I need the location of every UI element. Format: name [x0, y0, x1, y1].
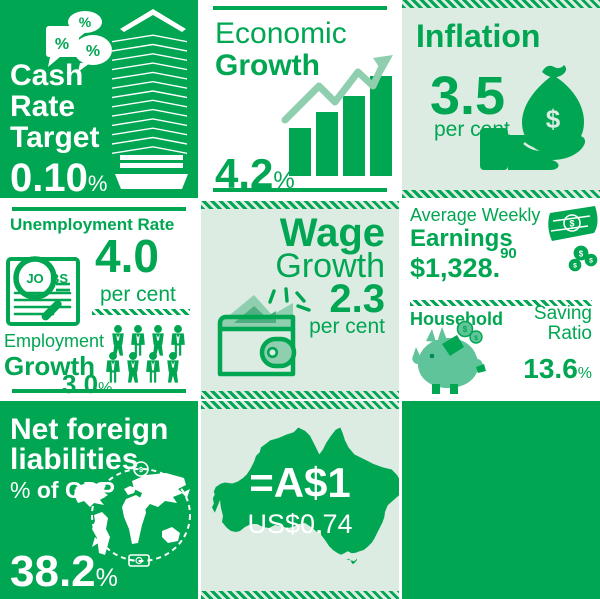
svg-text:$: $	[573, 263, 577, 270]
svg-text:%: %	[79, 14, 92, 30]
svg-text:$: $	[474, 335, 478, 342]
svg-text:$: $	[463, 325, 468, 334]
svg-text:$: $	[579, 250, 584, 259]
svg-text:%: %	[86, 43, 100, 60]
svg-text:%: %	[55, 36, 69, 53]
svg-text:$: $	[139, 467, 143, 474]
svg-text:$: $	[569, 219, 574, 229]
svg-text:BS: BS	[50, 271, 68, 286]
svg-text:$: $	[546, 104, 561, 134]
svg-text:$: $	[589, 258, 593, 265]
svg-text:JO: JO	[26, 271, 43, 286]
